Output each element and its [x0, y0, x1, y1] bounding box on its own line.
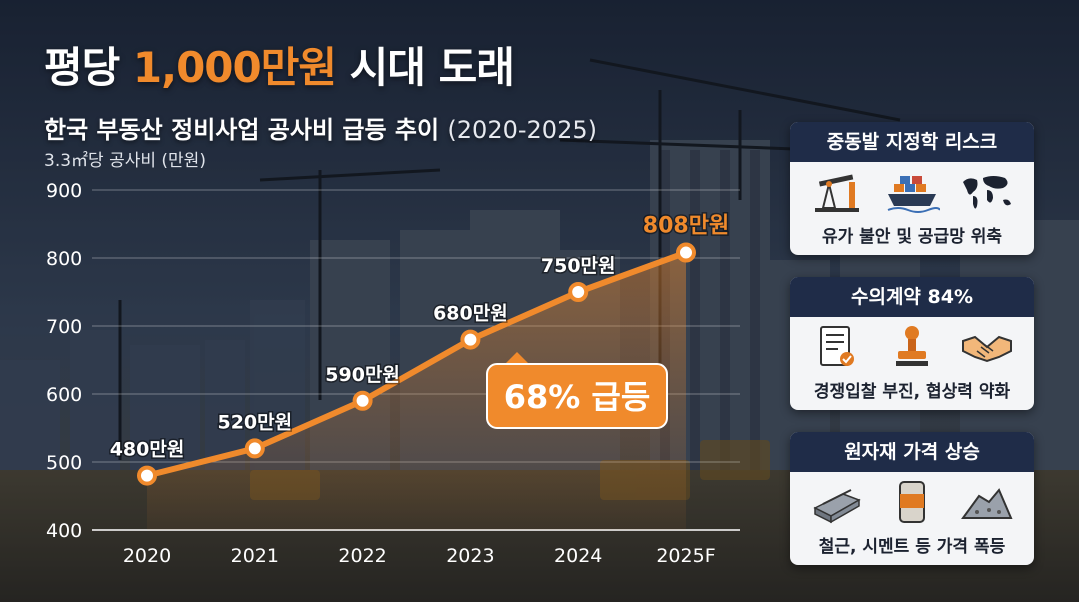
x-tick-label: 2023 — [446, 545, 494, 567]
title-suffix: 시대 도래 — [336, 43, 515, 92]
data-point — [676, 242, 696, 263]
subtitle-years: (2020-2025) — [447, 116, 597, 144]
chart-subtitle: 한국 부동산 정비사업 공사비 급등 추이 (2020-2025) — [44, 110, 597, 145]
data-label: 680만원 — [433, 303, 508, 325]
data-label: 520만원 — [217, 411, 292, 433]
data-point — [244, 438, 265, 459]
area-fill — [147, 252, 686, 530]
panel-description: 유가 불안 및 공급망 위축 — [821, 227, 1003, 247]
cargo-ship-icon — [887, 176, 940, 213]
data-point — [568, 282, 589, 302]
panel-geopolitical-risk: 중동발 지정학 리스크 유가 불안 및 공급망 위축 — [790, 122, 1034, 255]
callout-pointer — [505, 352, 529, 364]
data-point — [460, 329, 481, 350]
y-tick-label: 700 — [46, 316, 82, 338]
data-label: 590만원 — [325, 364, 400, 386]
cement-bag-icon — [898, 481, 925, 523]
y-tick-label: 900 — [46, 180, 82, 202]
panel-icon-row — [790, 317, 1034, 377]
data-label: 808만원 — [643, 214, 729, 239]
handshake-icon — [961, 335, 1012, 363]
panel-description: 경쟁입찰 부진, 협상력 약화 — [813, 382, 1011, 402]
x-tick-label: 2024 — [554, 545, 602, 567]
callout-box — [486, 363, 668, 429]
data-label: 480만원 — [110, 439, 185, 461]
panel-private-contract: 수의계약 84% 경쟁입찰 부진, 협상력 약화 — [790, 277, 1034, 410]
y-tick-label: 600 — [46, 384, 82, 406]
world-map-icon — [962, 176, 1011, 209]
y-tick-label: 400 — [46, 520, 82, 542]
title-prefix: 평당 — [44, 43, 133, 92]
panel-description: 철근, 시멘트 등 가격 폭등 — [818, 537, 1006, 557]
panel-icon-row — [790, 162, 1034, 222]
y-tick-label: 500 — [46, 452, 82, 474]
contract-document-icon — [820, 326, 855, 366]
line-chart: 400 500 600 700 800 900 480만원 2020 520만원 2021 590만… — [46, 180, 740, 567]
x-tick-label: 2022 — [338, 545, 386, 567]
data-point — [137, 465, 157, 486]
steel-rebar-icon — [813, 489, 862, 524]
title-accent: 1,000만원 — [132, 43, 337, 92]
panel-icon-row — [790, 472, 1034, 532]
oil-pump-icon — [815, 174, 860, 212]
panel-title: 원자재 가격 상승 — [790, 432, 1034, 472]
data-label: 750만원 — [541, 255, 616, 277]
raw-material-pile-icon — [960, 488, 1013, 519]
panel-title: 중동발 지정학 리스크 — [790, 122, 1034, 162]
y-tick-label: 800 — [46, 248, 82, 270]
data-point — [352, 390, 373, 411]
callout-text: 68% 급등 — [504, 378, 651, 416]
series-line — [144, 249, 689, 479]
x-tick-label: 2025F — [656, 545, 715, 567]
x-tick-label: 2020 — [123, 545, 171, 567]
y-axis-label: 3.3㎡당 공사비 (만원) — [44, 151, 206, 171]
stamp-icon — [895, 326, 928, 366]
page-title: 평당 1,000만원 시대 도래 — [44, 34, 515, 95]
panel-raw-material: 원자재 가격 상승 철근, 시멘트 등 가격 폭등 — [790, 432, 1034, 565]
x-tick-label: 2021 — [231, 545, 279, 567]
subtitle-main: 한국 부동산 정비사업 공사비 급등 추이 — [44, 116, 448, 144]
panel-title: 수의계약 84% — [790, 277, 1034, 317]
